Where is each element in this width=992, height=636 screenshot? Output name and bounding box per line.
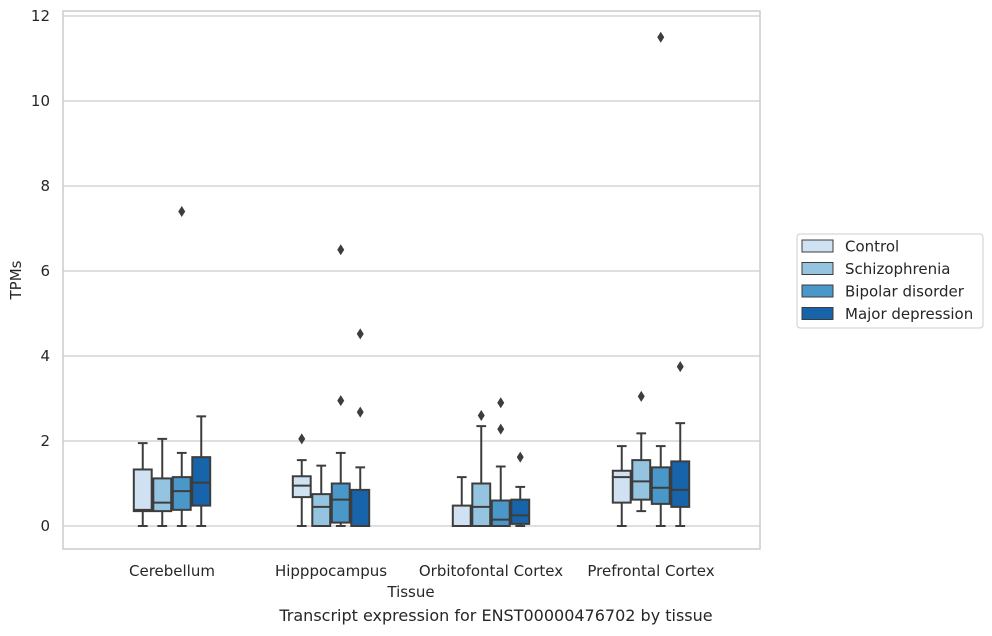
box-iqr xyxy=(191,456,212,507)
y-gridlines xyxy=(63,15,760,527)
outlier-point xyxy=(356,328,364,340)
box-control xyxy=(451,476,472,528)
box-control xyxy=(291,433,312,527)
box-iqr xyxy=(611,469,632,504)
box-major-depression xyxy=(670,361,691,527)
legend: Control Schizophrenia Bipolar disorder Majo… xyxy=(796,233,984,329)
box-iqr xyxy=(171,476,192,511)
x-tick-label: Hipppocampus xyxy=(275,562,387,580)
box-schizophrenia xyxy=(311,464,332,527)
legend-swatch xyxy=(801,239,834,253)
box-schizophrenia xyxy=(471,410,492,527)
legend-swatch xyxy=(801,284,834,298)
y-tick-label: 6 xyxy=(40,262,50,280)
x-axis-label: Tissue xyxy=(386,583,434,600)
box-plot-chart: 0 2 4 6 8 10 12 Cerebellum Hipppocampus Orbitofo… xyxy=(7,7,984,600)
box-iqr xyxy=(670,460,691,508)
legend-label: Bipolar disorder xyxy=(845,283,965,301)
y-tick-label: 12 xyxy=(31,7,50,25)
box-iqr xyxy=(490,499,511,527)
x-tick-label: Orbitofontal Cortex xyxy=(419,562,563,580)
box-bipolar-disorder xyxy=(490,397,511,527)
box-control xyxy=(611,445,632,527)
box-iqr xyxy=(291,475,312,499)
legend-frame xyxy=(796,233,984,329)
legend-label: Major depression xyxy=(845,305,973,323)
figure-caption: Transcript expression for ENST0000047670… xyxy=(279,606,713,625)
outlier-point xyxy=(337,244,345,256)
box-schizophrenia xyxy=(631,390,652,513)
outlier-point xyxy=(676,361,684,373)
box-iqr xyxy=(311,493,332,527)
box-plot-series xyxy=(132,31,691,528)
legend-swatch xyxy=(801,262,834,275)
box-iqr xyxy=(330,482,351,524)
plot-area-frame xyxy=(62,10,761,550)
box-iqr xyxy=(471,482,492,527)
box-bipolar-disorder xyxy=(171,206,192,527)
box-major-depression xyxy=(350,328,371,527)
box-major-depression xyxy=(510,451,531,527)
box-schizophrenia xyxy=(152,437,173,527)
y-axis-label: TPMs xyxy=(7,260,25,300)
y-tick-label: 10 xyxy=(31,92,50,110)
box-iqr xyxy=(631,459,652,501)
outlier-point xyxy=(298,433,306,445)
y-tick-label: 8 xyxy=(40,177,50,195)
outlier-point xyxy=(477,410,485,421)
x-tick-label: Prefrontal Cortex xyxy=(587,562,714,580)
box-iqr xyxy=(132,468,153,513)
box-iqr xyxy=(451,504,472,528)
legend-label: Control xyxy=(845,238,899,256)
box-bipolar-disorder xyxy=(330,244,351,527)
outlier-point xyxy=(356,406,364,418)
box-iqr xyxy=(350,488,371,527)
x-tick-label: Cerebellum xyxy=(129,562,215,580)
y-tick-label: 2 xyxy=(40,432,50,450)
box-iqr xyxy=(152,477,173,513)
box-major-depression xyxy=(191,415,212,527)
outlier-point xyxy=(637,390,645,402)
y-tick-label: 0 xyxy=(40,517,50,535)
legend-swatch xyxy=(801,307,834,320)
box-iqr xyxy=(510,498,531,525)
y-tick-label: 4 xyxy=(40,347,50,365)
outlier-point xyxy=(178,206,186,217)
outlier-point xyxy=(337,395,345,407)
box-bipolar-disorder xyxy=(650,31,671,527)
x-axis-ticks: Cerebellum Hipppocampus Orbitofontal Corte… xyxy=(129,562,715,580)
outlier-point xyxy=(516,451,524,463)
y-axis-ticks: 0 2 4 6 8 10 12 xyxy=(31,7,50,535)
outlier-point xyxy=(657,31,665,43)
outlier-point xyxy=(497,423,505,435)
outlier-point xyxy=(497,397,505,409)
legend-label: Schizophrenia xyxy=(845,260,950,278)
box-iqr xyxy=(650,466,671,505)
box-control xyxy=(132,442,153,527)
